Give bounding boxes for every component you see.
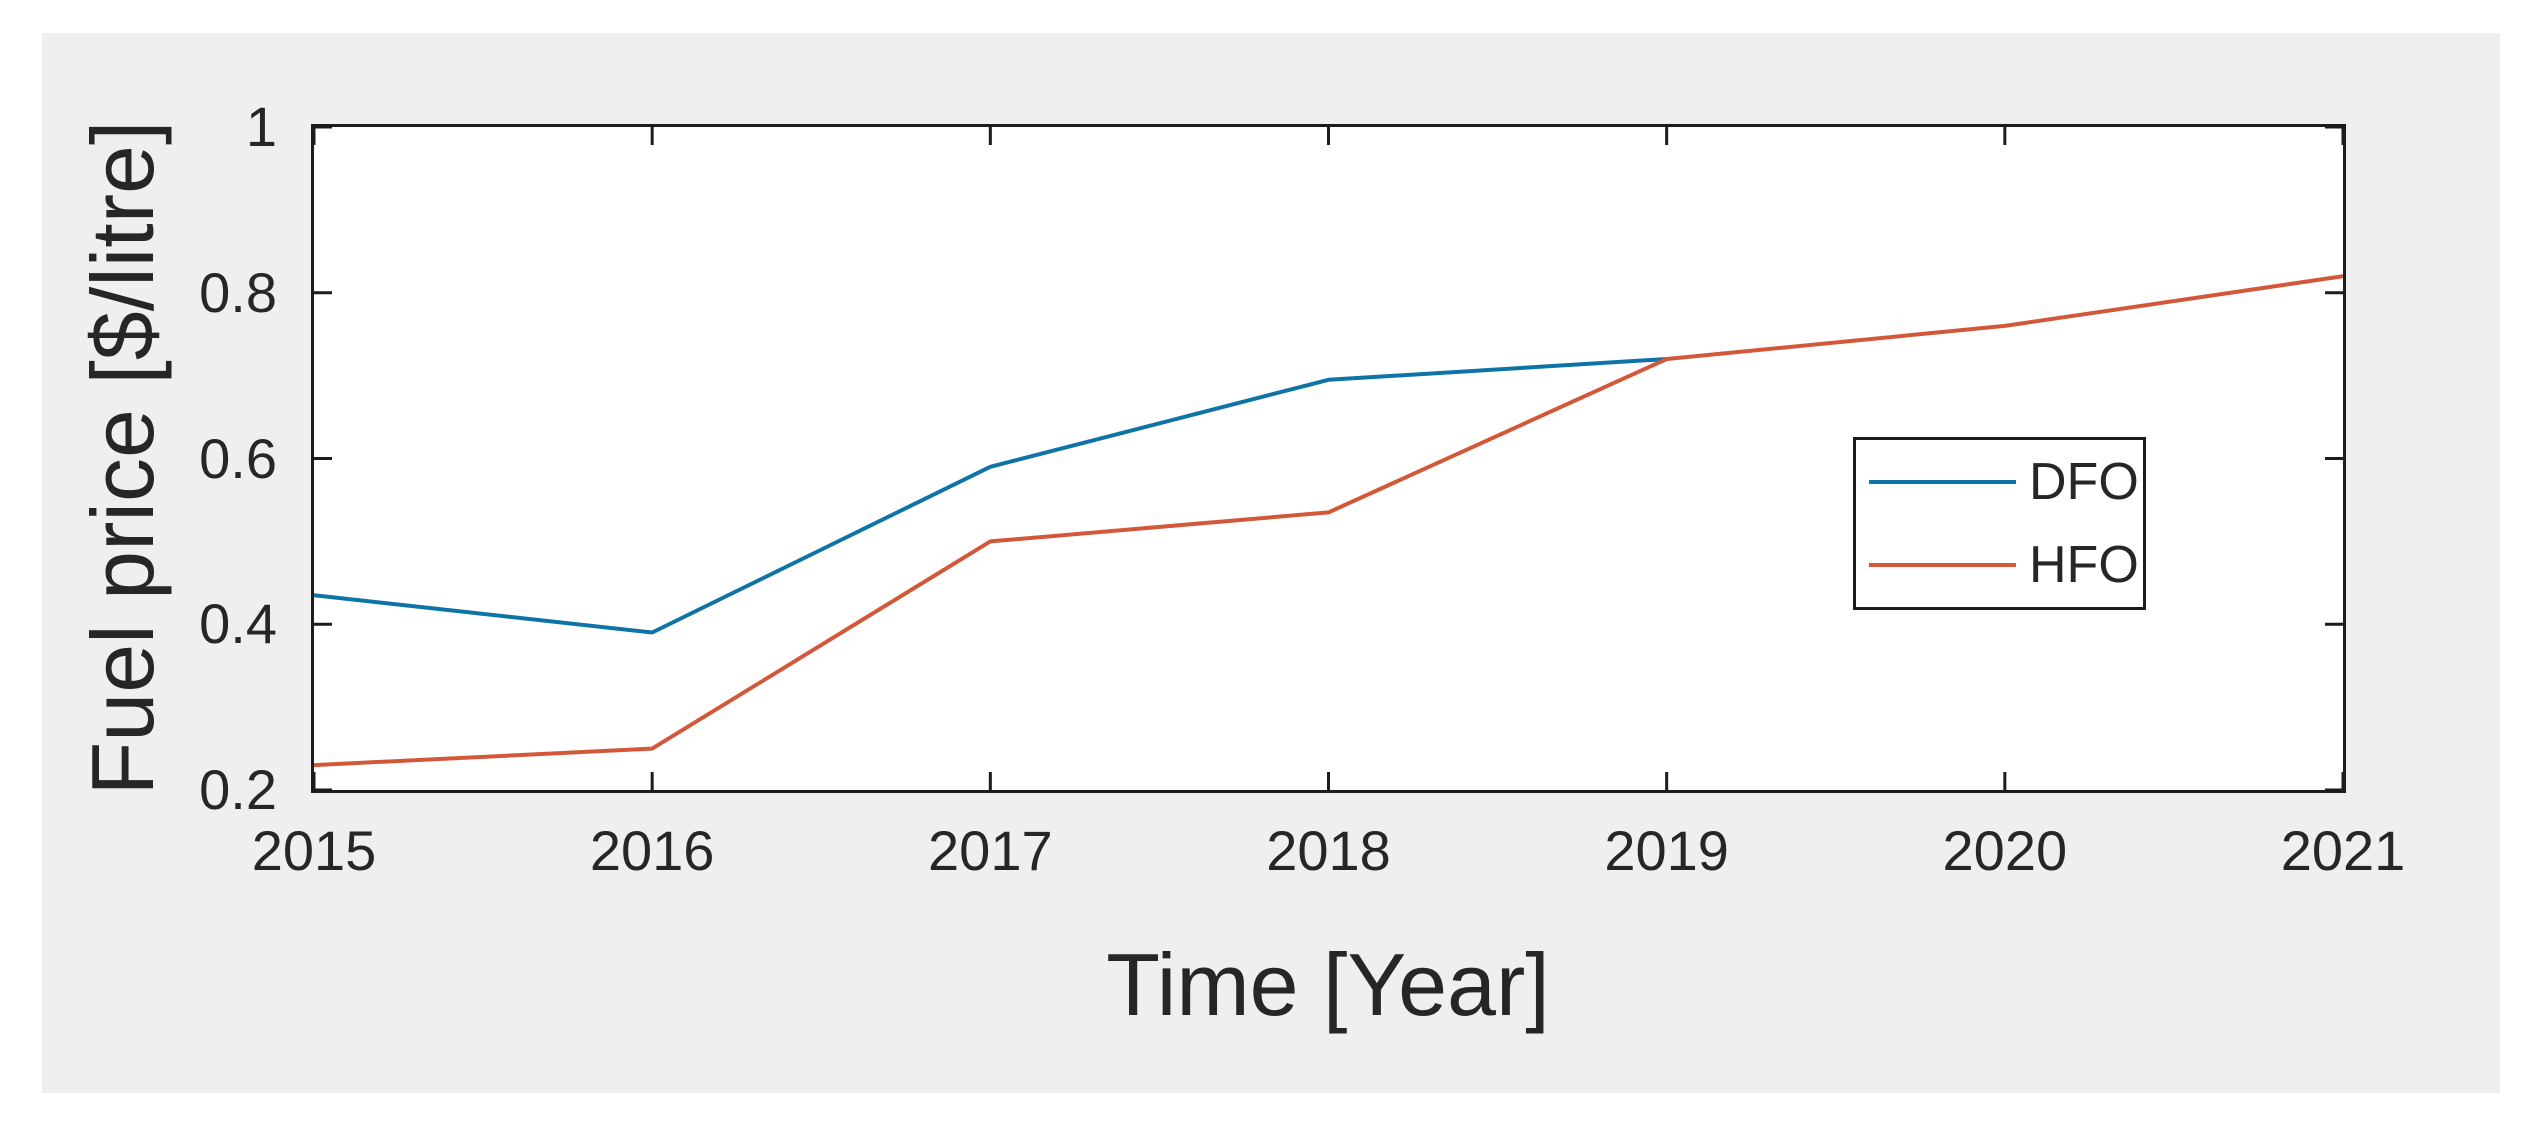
y-tick-label: 0.2 xyxy=(199,758,277,821)
x-tick-label: 2016 xyxy=(589,819,715,882)
legend-item-dfo: DFO xyxy=(1856,440,2143,524)
y-tick-label: 1 xyxy=(245,95,277,158)
legend-line-sample xyxy=(1869,563,2016,568)
legend-item-hfo: HFO xyxy=(1856,524,2143,608)
chart-figure: Fuel price [$/litre] Time [Year] DFO HFO … xyxy=(42,33,2500,1093)
legend-line-sample xyxy=(1869,479,2016,484)
legend-label: HFO xyxy=(2029,536,2139,595)
x-tick-label: 2020 xyxy=(1942,819,2068,882)
x-tick-label: 2015 xyxy=(251,819,377,882)
x-tick-label: 2018 xyxy=(1266,819,1391,882)
x-tick-label: 2019 xyxy=(1604,819,1729,882)
y-tick-label: 0.8 xyxy=(199,260,277,324)
legend: DFO HFO xyxy=(1853,437,2146,610)
x-axis-label: Time [Year] xyxy=(1106,935,1550,1034)
series-line-dfo xyxy=(314,357,1669,635)
x-tick-label: 2017 xyxy=(928,819,1053,882)
plot-lines xyxy=(314,127,2343,790)
y-tick-label: 0.4 xyxy=(199,592,277,656)
legend-label: DFO xyxy=(2029,452,2139,511)
x-tick-label: 2021 xyxy=(2280,819,2406,882)
series-line-hfo xyxy=(314,274,2343,768)
y-tick-label: 0.6 xyxy=(199,426,277,490)
